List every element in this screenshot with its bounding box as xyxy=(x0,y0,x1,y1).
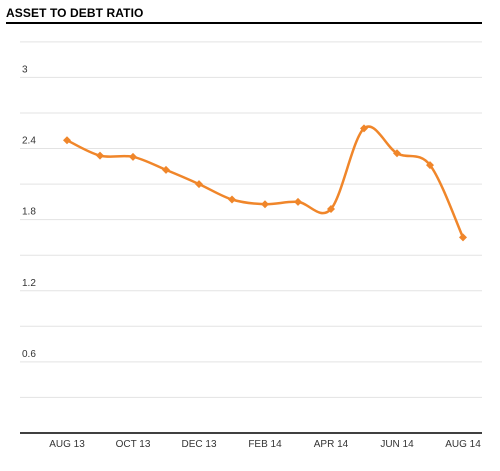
data-point-marker xyxy=(195,180,203,189)
data-point-marker xyxy=(261,200,269,209)
x-tick-label: AUG 14 xyxy=(445,439,481,450)
x-tick-label: AUG 13 xyxy=(49,439,85,450)
y-tick-label: 1.8 xyxy=(22,207,36,218)
chart-title: ASSET TO DEBT RATIO xyxy=(6,6,144,20)
series-line xyxy=(66,125,465,238)
data-point-marker xyxy=(96,151,104,160)
data-point-marker xyxy=(162,165,170,174)
x-tick-label: FEB 14 xyxy=(248,439,282,450)
data-point-marker xyxy=(129,152,137,161)
data-point-marker xyxy=(327,204,335,213)
data-point-marker xyxy=(393,149,401,158)
x-tick-label: APR 14 xyxy=(314,439,349,450)
data-point-marker xyxy=(459,233,467,242)
x-tick-label: DEC 13 xyxy=(181,439,216,450)
data-point-marker xyxy=(426,161,434,170)
data-point-marker xyxy=(360,124,368,133)
data-point-marker xyxy=(63,136,71,145)
x-tick-label: JUN 14 xyxy=(380,439,414,450)
title-divider xyxy=(6,22,482,24)
data-point-marker xyxy=(228,195,236,204)
data-point-marker xyxy=(294,197,302,206)
y-tick-label: 0.6 xyxy=(22,349,36,360)
y-tick-label: 2.4 xyxy=(22,136,36,147)
y-tick-label: 1.2 xyxy=(22,278,36,289)
y-tick-label: 3 xyxy=(22,64,28,75)
x-tick-label: OCT 13 xyxy=(116,439,151,450)
